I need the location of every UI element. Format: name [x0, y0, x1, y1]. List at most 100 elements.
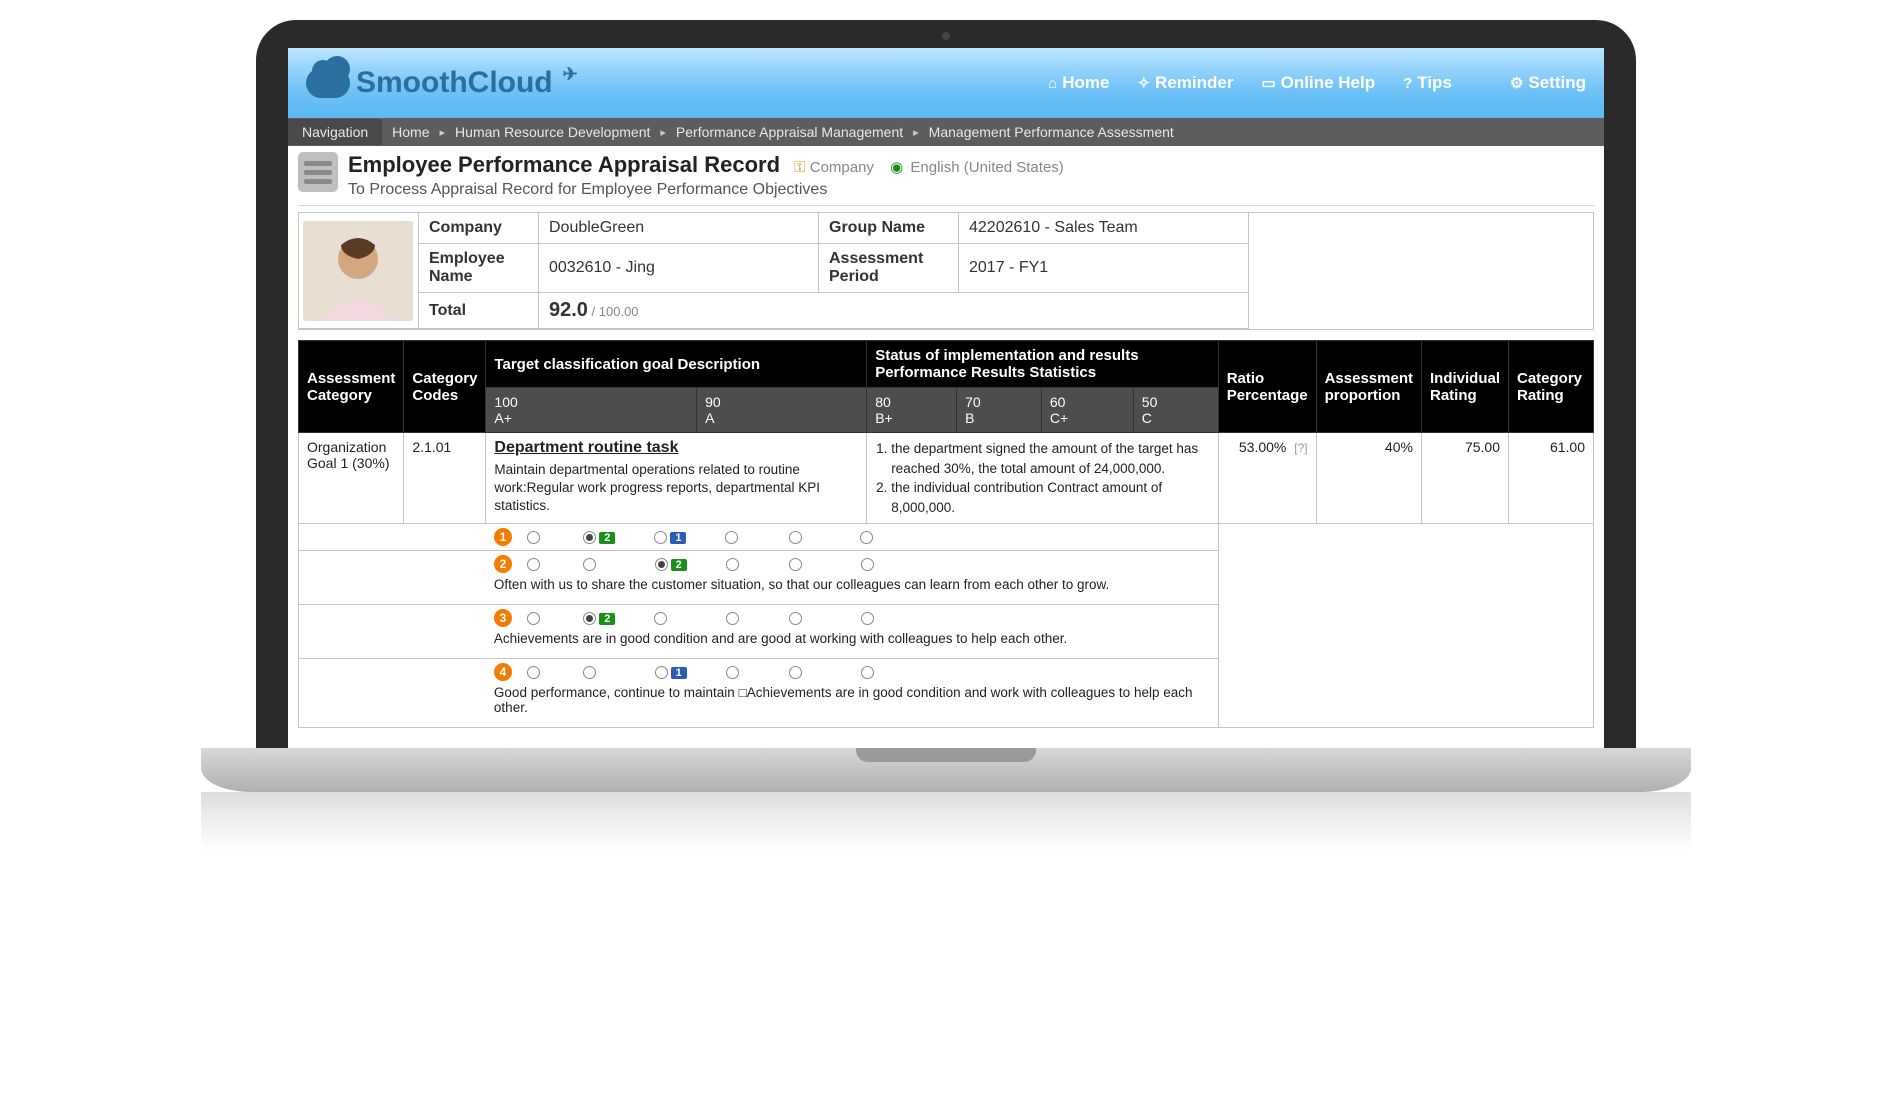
status-item-1: the department signed the amount of the …: [891, 439, 1210, 478]
radio-4-60[interactable]: [789, 666, 802, 679]
nav-reminder[interactable]: ✧Reminder: [1137, 73, 1233, 93]
nav-home[interactable]: ⌂Home: [1048, 73, 1109, 93]
crumb-mpa[interactable]: Management Performance Assessment: [929, 124, 1174, 140]
radio-2-80[interactable]: [655, 558, 668, 571]
radio-3-50[interactable]: [861, 612, 874, 625]
scale-90: 90A: [697, 388, 867, 433]
row-goal: Department routine task Maintain departm…: [486, 433, 867, 524]
scale-70: 70B: [957, 388, 1042, 433]
plane-icon: ✈: [563, 64, 578, 85]
radio-4-80[interactable]: [655, 666, 668, 679]
company-value: DoubleGreen: [539, 213, 819, 244]
laptop-base: [201, 748, 1691, 792]
locale-label[interactable]: English (United States): [910, 159, 1063, 176]
group-label: Group Name: [819, 213, 959, 244]
radio-2-100[interactable]: [527, 558, 540, 571]
radio-2-60[interactable]: [789, 558, 802, 571]
row-category: Organization Goal 1 (30%): [299, 433, 404, 524]
row-ratio: 53.00% [?]: [1218, 433, 1316, 524]
screen-bezel: SmoothCloud ✈ ⌂Home ✧Reminder ▭Online He…: [256, 20, 1636, 748]
col-status: Status of implementation and results Per…: [867, 341, 1219, 388]
radio-4-70[interactable]: [726, 666, 739, 679]
radio-2-90[interactable]: [583, 558, 596, 571]
radio-1-60[interactable]: [789, 531, 802, 544]
green-tag: 2: [599, 532, 615, 544]
row-status: the department signed the amount of the …: [867, 433, 1219, 524]
scale-50: 50C: [1133, 388, 1218, 433]
radio-3-60[interactable]: [789, 612, 802, 625]
globe-icon: ◉: [890, 159, 903, 176]
tips-icon: ?: [1403, 75, 1412, 92]
radio-1-100[interactable]: [527, 531, 540, 544]
employee-info: Company DoubleGreen Group Name 42202610 …: [298, 212, 1594, 330]
employee-name-value: 0032610 - Jing: [539, 244, 819, 293]
cloud-icon: [306, 68, 350, 98]
radio-4-50[interactable]: [861, 666, 874, 679]
laptop-reflection: [201, 792, 1691, 852]
top-bar: SmoothCloud ✈ ⌂Home ✧Reminder ▭Online He…: [288, 48, 1604, 118]
rating-badge-4: 4: [494, 663, 512, 681]
radio-1-80[interactable]: [654, 531, 667, 544]
top-nav: ⌂Home ✧Reminder ▭Online Help ?Tips ⚙Sett…: [1048, 73, 1586, 93]
breadcrumb-bar: Navigation Home ▸ Human Resource Develop…: [288, 118, 1604, 146]
brand-logo[interactable]: SmoothCloud ✈: [306, 66, 578, 100]
row-category-rating: 61.00: [1509, 433, 1594, 524]
home-icon: ⌂: [1048, 75, 1057, 92]
scale-100: 100A+: [486, 388, 697, 433]
radio-2-70[interactable]: [726, 558, 739, 571]
laptop-frame: SmoothCloud ✈ ⌂Home ✧Reminder ▭Online He…: [256, 20, 1636, 852]
green-tag: 2: [671, 559, 687, 571]
crumb-home[interactable]: Home: [392, 124, 429, 140]
nav-help[interactable]: ▭Online Help: [1261, 73, 1375, 93]
help-icon: ▭: [1261, 74, 1275, 92]
period-value: 2017 - FY1: [959, 244, 1249, 293]
radio-1-70[interactable]: [725, 531, 738, 544]
gear-icon: ⚙: [1510, 74, 1523, 92]
row-code: 2.1.01: [404, 433, 486, 524]
nav-tips[interactable]: ?Tips: [1403, 73, 1452, 93]
crumb-hrd[interactable]: Human Resource Development: [455, 124, 650, 140]
page-body: Employee Performance Appraisal Record ⚿ …: [288, 146, 1604, 728]
total-label: Total: [419, 293, 539, 329]
radio-3-80[interactable]: [654, 612, 667, 625]
app-screen: SmoothCloud ✈ ⌂Home ✧Reminder ▭Online He…: [288, 48, 1604, 748]
nav-setting[interactable]: ⚙Setting: [1510, 73, 1586, 93]
col-proportion: Assessment proportion: [1316, 341, 1421, 433]
radio-3-70[interactable]: [726, 612, 739, 625]
period-label: Assessment Period: [819, 244, 959, 293]
page-title: Employee Performance Appraisal Record ⚿ …: [348, 152, 1064, 178]
chevron-right-icon: ▸: [660, 126, 666, 139]
rating-badge-2: 2: [494, 555, 512, 573]
col-category-rating: Category Rating: [1509, 341, 1594, 433]
col-goal: Target classification goal Description: [486, 341, 867, 388]
goal-title[interactable]: Department routine task: [494, 439, 858, 457]
blue-tag: 1: [671, 667, 687, 679]
radio-3-90[interactable]: [583, 612, 596, 625]
radio-3-100[interactable]: [527, 612, 540, 625]
company-badge: Company: [810, 159, 874, 176]
employee-name-label: Employee Name: [419, 244, 539, 293]
company-label: Company: [419, 213, 539, 244]
scale-80: 80B+: [867, 388, 957, 433]
assessment-table: Assessment Category Category Codes Targe…: [298, 340, 1594, 728]
rating-note-2: Often with us to share the customer situ…: [494, 573, 1210, 600]
col-codes: Category Codes: [404, 341, 486, 433]
col-ratio: Ratio Percentage: [1218, 341, 1316, 433]
chevron-right-icon: ▸: [913, 126, 919, 139]
rating-badge-3: 3: [494, 609, 512, 627]
goal-description: Maintain departmental operations related…: [494, 461, 858, 516]
ratio-help-icon[interactable]: [?]: [1294, 441, 1307, 455]
row-individual: 75.00: [1421, 433, 1508, 524]
key-icon: ⚿: [794, 159, 805, 176]
crumb-pam[interactable]: Performance Appraisal Management: [676, 124, 903, 140]
col-individual: Individual Rating: [1421, 341, 1508, 433]
radio-2-50[interactable]: [861, 558, 874, 571]
rating-note-4: Good performance, continue to maintain □…: [494, 681, 1210, 723]
radio-4-90[interactable]: [583, 666, 596, 679]
status-item-2: the individual contribution Contract amo…: [891, 478, 1210, 517]
total-value: 92.0 / 100.00: [549, 299, 639, 322]
row-proportion: 40%: [1316, 433, 1421, 524]
radio-1-90[interactable]: [583, 531, 596, 544]
radio-1-50[interactable]: [860, 531, 873, 544]
radio-4-100[interactable]: [527, 666, 540, 679]
